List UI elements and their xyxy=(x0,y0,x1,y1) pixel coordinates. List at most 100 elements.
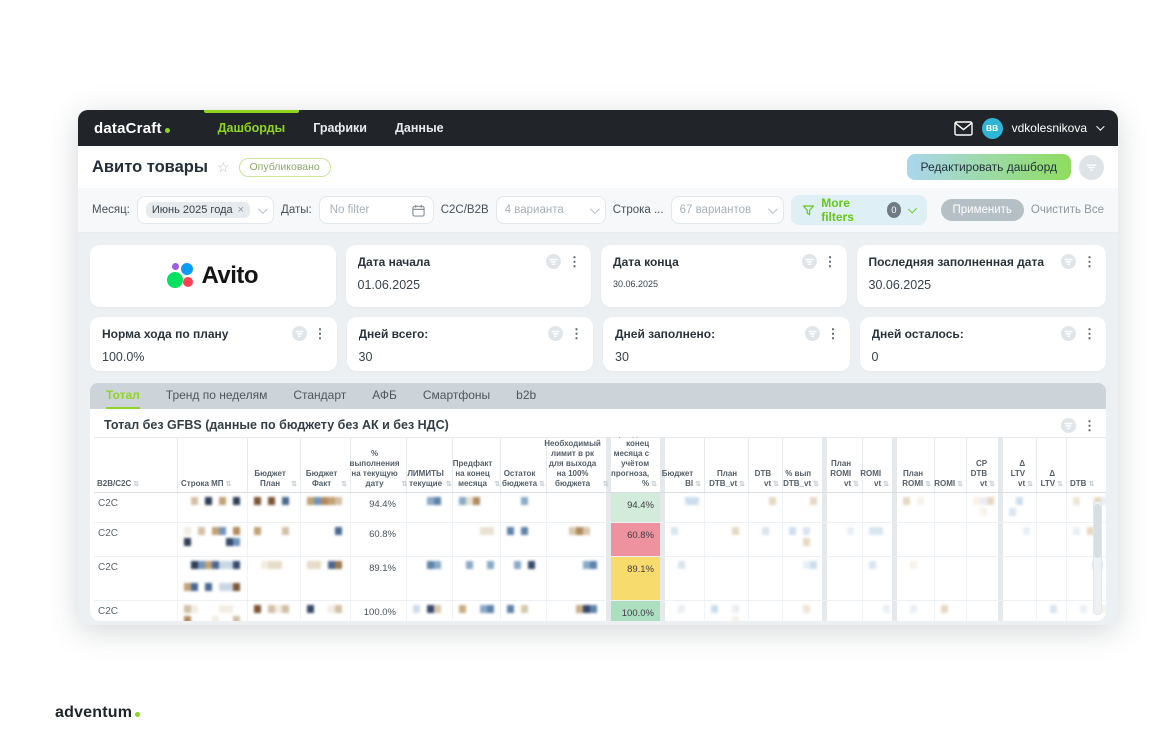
sort-icon[interactable]: ⇅ xyxy=(957,481,963,488)
card-menu-icon[interactable]: ⋮ xyxy=(1083,326,1096,341)
edit-dashboard-button[interactable]: Редактировать дашборд xyxy=(906,154,1071,180)
sort-icon[interactable]: ⇅ xyxy=(773,481,779,488)
card-filter-icon[interactable] xyxy=(804,326,820,341)
sort-icon[interactable]: ⇅ xyxy=(1057,481,1063,488)
sort-icon[interactable]: ⇅ xyxy=(989,481,995,488)
more-filters-button[interactable]: More filters 0 xyxy=(791,195,927,225)
card-filter-icon[interactable] xyxy=(801,254,817,269)
sort-icon[interactable]: ⇅ xyxy=(853,481,859,488)
dates-input[interactable] xyxy=(327,203,404,217)
sort-icon[interactable]: ⇅ xyxy=(539,481,545,488)
redacted-data xyxy=(507,561,540,569)
col-header-9[interactable]: Необходимый лимит в рк для выхода на 100… xyxy=(544,438,611,492)
sort-icon[interactable]: ⇅ xyxy=(225,481,232,488)
cell-pct-completion: 89.1% xyxy=(351,557,407,600)
nav-tab-2[interactable]: Графики xyxy=(313,121,367,135)
cell-r2-c19 xyxy=(967,523,1003,556)
sort-icon[interactable]: ⇅ xyxy=(494,481,501,488)
view-tab-5[interactable]: Смартфоны xyxy=(422,388,491,402)
chip-close-icon[interactable]: × xyxy=(237,204,245,216)
sort-icon[interactable]: ⇅ xyxy=(813,481,819,488)
redacted-data xyxy=(507,605,540,613)
cell-r1-c8 xyxy=(501,493,547,522)
view-tab-3[interactable]: Стандарт xyxy=(293,388,347,402)
table-scrollbar[interactable] xyxy=(1093,501,1102,615)
col-header-2[interactable]: Строка МП ⇅ xyxy=(178,438,248,492)
view-tab-4[interactable]: АФБ xyxy=(372,388,397,402)
dashboard-filter-button[interactable] xyxy=(1079,154,1104,180)
card-filter-icon[interactable] xyxy=(1061,254,1076,269)
col-header-16[interactable]: ROMI vt ⇅ xyxy=(860,438,897,492)
col-header-14[interactable]: % вып DTB_vt ⇅ xyxy=(783,438,827,492)
cell-r4-c18 xyxy=(935,601,967,621)
sort-icon[interactable]: ⇅ xyxy=(401,481,408,488)
sort-icon[interactable]: ⇅ xyxy=(651,481,657,488)
mail-icon[interactable] xyxy=(953,120,973,136)
month-filter-select[interactable]: Июнь 2025 года × xyxy=(136,196,275,224)
col-header-13[interactable]: DTB vt ⇅ xyxy=(749,438,783,492)
view-tab-1[interactable]: Тотал xyxy=(106,383,140,409)
table-scrollbar-thumb[interactable] xyxy=(1094,504,1101,558)
col-header-19[interactable]: CP DTB vt ⇅ xyxy=(967,438,1003,492)
sort-icon[interactable]: ⇅ xyxy=(291,481,297,488)
sort-icon[interactable]: ⇅ xyxy=(883,481,889,488)
view-tab-6[interactable]: b2b xyxy=(516,388,537,402)
col-header-21[interactable]: Δ LTV ⇅ xyxy=(1037,438,1067,492)
col-header-12[interactable]: План DTB_vt ⇅ xyxy=(705,438,749,492)
sort-icon[interactable]: ⇅ xyxy=(341,481,347,488)
datacraft-logo[interactable]: dataCraft xyxy=(94,120,170,137)
avito-logo-card: Avito xyxy=(90,245,336,307)
nav-tab-3[interactable]: Данные xyxy=(395,121,444,135)
col-header-1[interactable]: B2B/C2C ⇅ xyxy=(94,438,178,492)
sort-icon[interactable]: ⇅ xyxy=(133,481,140,488)
dates-filter-field[interactable] xyxy=(318,196,434,224)
calendar-icon[interactable] xyxy=(412,204,425,217)
col-header-8[interactable]: Остаток бюджета ⇅ xyxy=(501,438,547,492)
col-header-4[interactable]: Бюджет Факт ⇅ xyxy=(301,438,351,492)
col-header-6[interactable]: ЛИМИТЫ текущие ⇅ xyxy=(407,438,453,492)
cell-r4-c21 xyxy=(1037,601,1067,621)
col-header-7[interactable]: Предфакт на конец месяца ⇅ xyxy=(453,438,501,492)
sort-icon[interactable]: ⇅ xyxy=(925,481,931,488)
sort-icon[interactable]: ⇅ xyxy=(445,481,452,488)
cell-r1-c12 xyxy=(705,493,749,522)
user-name[interactable]: vdkolesnikova xyxy=(1011,121,1087,135)
favorite-star-icon[interactable]: ☆ xyxy=(216,158,230,175)
card-menu-icon[interactable]: ⋮ xyxy=(826,326,840,341)
col-header-10[interactable]: Тренд на конец месяца с учётом прогноза,… xyxy=(611,437,665,492)
card-menu-icon[interactable]: ⋮ xyxy=(568,254,582,269)
col-header-22[interactable]: DTB ⇅ xyxy=(1067,438,1106,492)
nav-tab-1[interactable]: Дашборды xyxy=(203,110,299,146)
cell-r1-c3 xyxy=(248,493,301,522)
col-header-17[interactable]: План ROMI ⇅ xyxy=(897,438,935,492)
card-menu-icon[interactable]: ⋮ xyxy=(313,326,327,341)
sort-icon[interactable]: ⇅ xyxy=(1027,481,1033,488)
card-menu-icon[interactable]: ⋮ xyxy=(570,326,583,341)
card-menu-icon[interactable]: ⋮ xyxy=(823,254,837,269)
sort-icon[interactable]: ⇅ xyxy=(1088,481,1095,488)
sort-icon[interactable]: ⇅ xyxy=(602,481,609,488)
card-filter-icon[interactable] xyxy=(546,254,562,269)
apply-filters-button[interactable]: Применить xyxy=(940,199,1024,221)
col-header-11[interactable]: Бюджет BI ⇅ xyxy=(662,438,705,492)
view-tab-2[interactable]: Тренд по неделям xyxy=(165,388,268,402)
card-filter-icon[interactable] xyxy=(1061,326,1076,341)
card-menu-icon[interactable]: ⋮ xyxy=(1083,254,1096,269)
clear-filters-button[interactable]: Очистить Все xyxy=(1030,204,1104,216)
col-header-5[interactable]: % выполнения на текущую дату ⇅ xyxy=(350,438,408,492)
card-menu-icon[interactable]: ⋮ xyxy=(1083,418,1096,433)
card-filter-icon[interactable] xyxy=(291,326,307,341)
card-filter-icon[interactable] xyxy=(1061,418,1076,433)
c2c-filter-select[interactable]: 4 варианта xyxy=(495,196,606,224)
col-header-20[interactable]: Δ LTV vt ⇅ xyxy=(1003,438,1037,492)
col-header-3[interactable]: Бюджет План ⇅ xyxy=(248,438,301,492)
sort-icon[interactable]: ⇅ xyxy=(695,481,701,488)
col-header-15[interactable]: План ROMI vt ⇅ xyxy=(827,438,863,492)
card-filter-icon[interactable] xyxy=(548,326,563,341)
user-avatar[interactable]: BB xyxy=(981,117,1003,139)
user-menu-chevron-icon[interactable] xyxy=(1096,122,1105,131)
stroka-filter-select[interactable]: 67 вариантов xyxy=(670,196,785,224)
card-title: Дата конца xyxy=(613,255,679,269)
sort-icon[interactable]: ⇅ xyxy=(739,481,745,488)
col-header-18[interactable]: ROMI ⇅ xyxy=(934,438,967,492)
